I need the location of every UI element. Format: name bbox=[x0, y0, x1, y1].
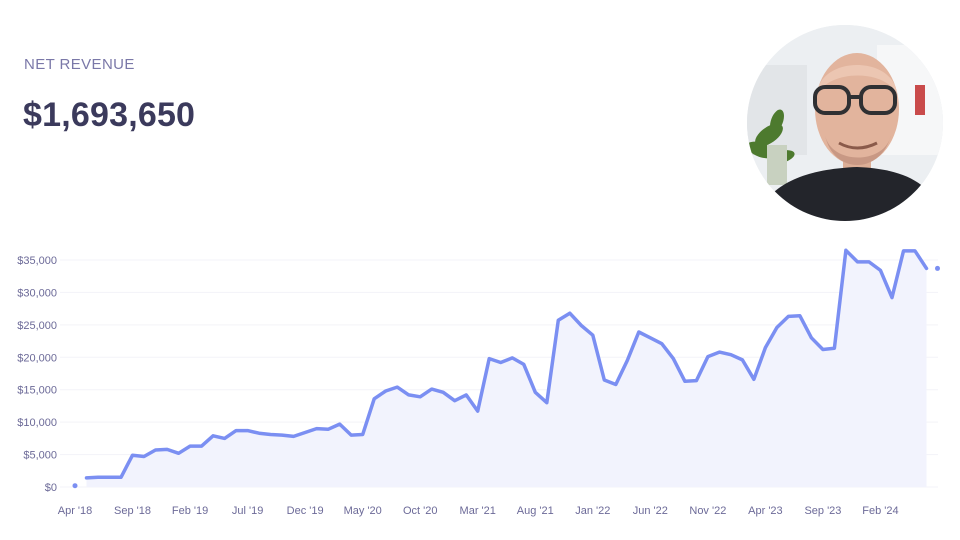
x-tick-label: Oct '20 bbox=[403, 505, 438, 517]
y-tick-label: $20,000 bbox=[17, 352, 57, 364]
x-tick-label: Sep '18 bbox=[114, 505, 151, 517]
y-tick-label: $15,000 bbox=[17, 385, 57, 397]
y-tick-label: $30,000 bbox=[17, 287, 57, 299]
y-tick-label: $10,000 bbox=[17, 417, 57, 429]
y-tick-label: $0 bbox=[45, 482, 57, 494]
x-tick-label: Jul '19 bbox=[232, 505, 263, 517]
y-tick-label: $25,000 bbox=[17, 320, 57, 332]
x-tick-label: Aug '21 bbox=[517, 505, 554, 517]
metric-label: NET REVENUE bbox=[24, 56, 135, 73]
start-marker bbox=[72, 483, 78, 489]
revenue-line bbox=[84, 248, 929, 480]
x-tick-label: Sep '23 bbox=[804, 505, 841, 517]
presenter-avatar-icon bbox=[747, 25, 943, 221]
x-tick-label: Feb '24 bbox=[862, 505, 898, 517]
x-tick-label: Jun '22 bbox=[633, 505, 668, 517]
x-tick-label: Dec '19 bbox=[287, 505, 324, 517]
x-tick-label: Apr '23 bbox=[748, 505, 783, 517]
x-tick-label: Jan '22 bbox=[575, 505, 610, 517]
revenue-area bbox=[86, 250, 927, 487]
y-tick-label: $35,000 bbox=[17, 255, 57, 267]
y-tick-label: $5,000 bbox=[23, 450, 57, 462]
metric-value: $1,693,650 bbox=[23, 96, 196, 134]
x-tick-label: Apr '18 bbox=[58, 505, 93, 517]
x-tick-label: Nov '22 bbox=[689, 505, 726, 517]
x-tick-label: Mar '21 bbox=[460, 505, 496, 517]
x-tick-label: Feb '19 bbox=[172, 505, 208, 517]
end-marker bbox=[935, 265, 940, 271]
x-tick-label: May '20 bbox=[344, 505, 382, 517]
